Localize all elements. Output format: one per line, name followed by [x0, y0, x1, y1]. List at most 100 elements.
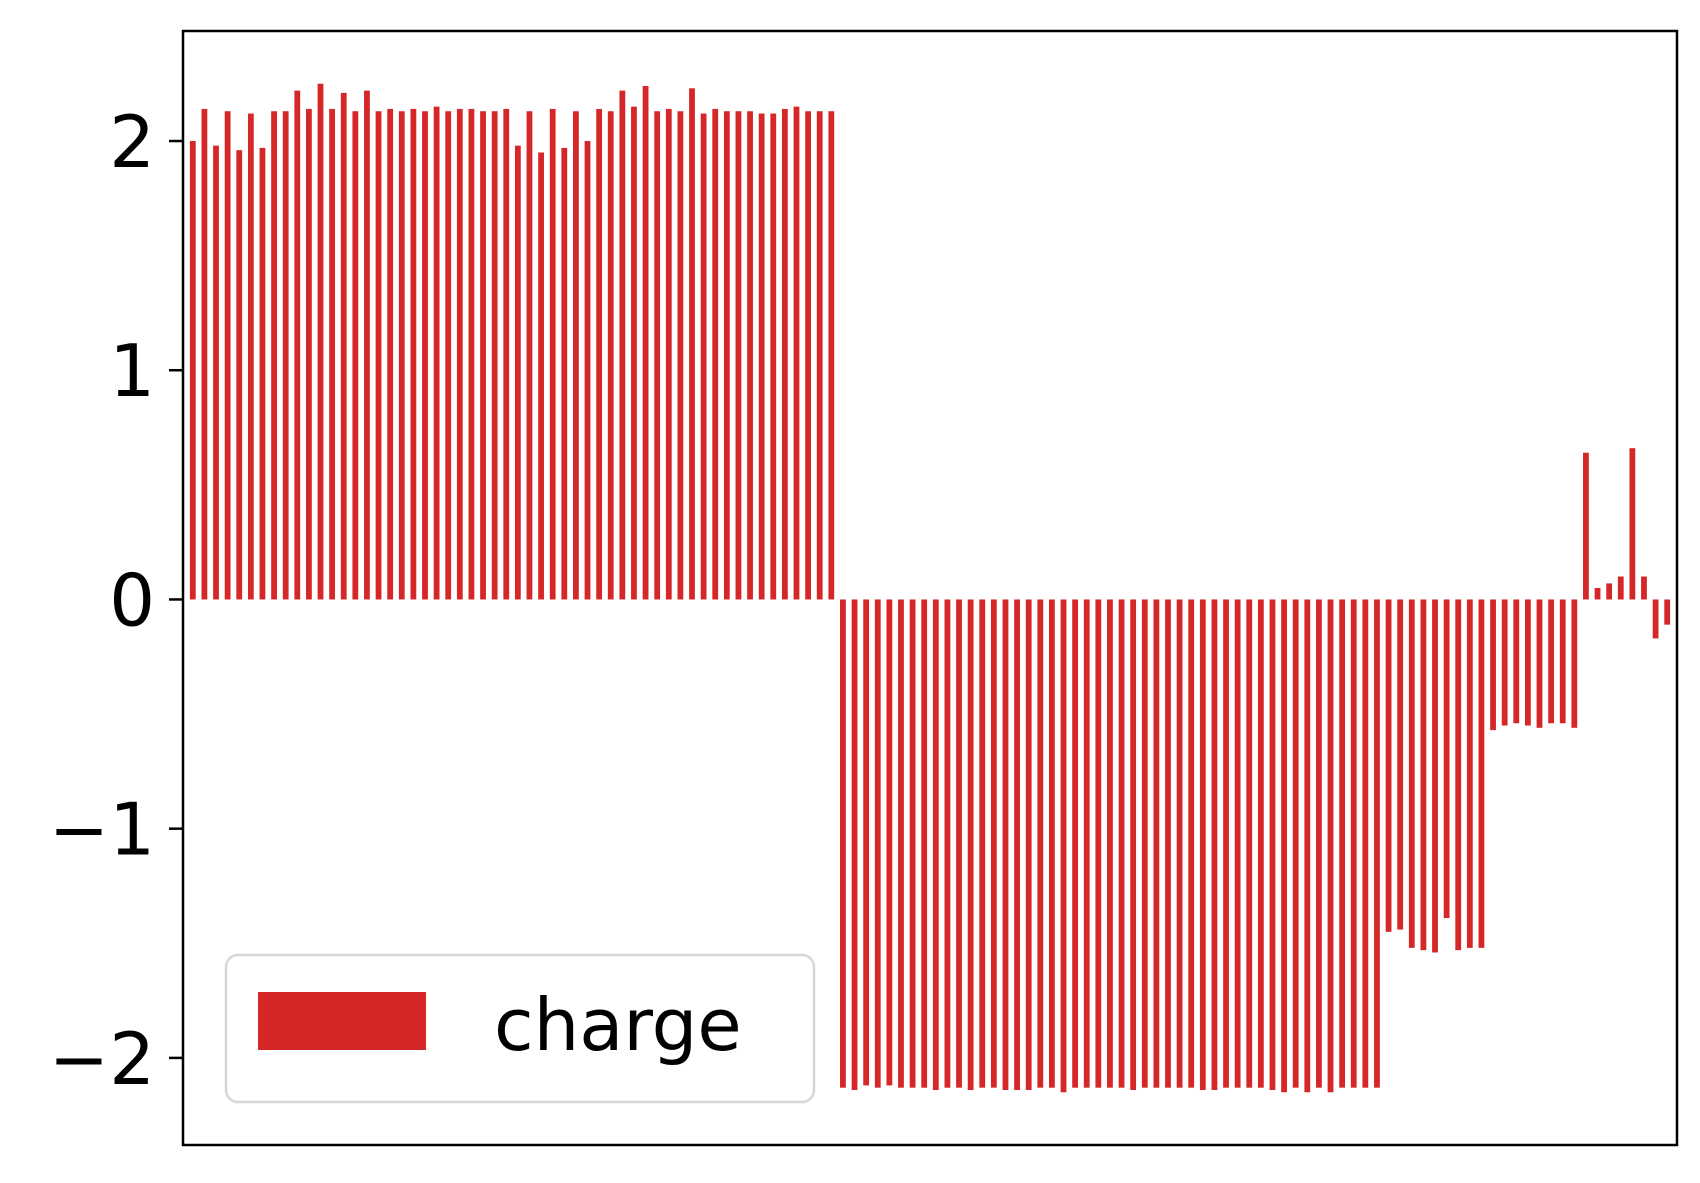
bar — [422, 111, 428, 600]
bar — [445, 111, 452, 600]
bar — [1002, 599, 1009, 1090]
bar — [781, 108, 788, 600]
bar — [352, 111, 359, 600]
bar — [514, 145, 521, 600]
bar — [677, 111, 684, 600]
bar — [1223, 599, 1229, 1088]
bar — [886, 599, 893, 1086]
bar — [851, 599, 858, 1090]
bar — [329, 108, 336, 600]
bar — [607, 111, 614, 600]
bar — [247, 113, 254, 600]
bar — [340, 92, 347, 600]
bar — [909, 599, 916, 1088]
bar — [1606, 583, 1613, 600]
bar — [1536, 599, 1543, 728]
bar — [805, 111, 811, 600]
bar — [1501, 599, 1508, 726]
bar — [979, 599, 986, 1088]
bar — [1617, 576, 1624, 600]
bar — [1350, 599, 1357, 1088]
bar — [1478, 599, 1485, 948]
bar — [1037, 599, 1044, 1088]
bar — [1362, 599, 1369, 1088]
bar — [758, 113, 765, 600]
bar — [828, 111, 835, 600]
bar — [1025, 599, 1032, 1090]
bar — [364, 90, 370, 600]
bar — [480, 111, 486, 600]
bar — [282, 111, 289, 600]
bar — [236, 150, 243, 600]
bar — [921, 599, 928, 1088]
bar — [956, 599, 962, 1088]
bar — [433, 106, 440, 600]
bar — [1153, 599, 1160, 1088]
y-tick-label: 2 — [109, 100, 155, 184]
bar — [1083, 599, 1090, 1088]
bar — [1107, 599, 1113, 1088]
bar — [665, 108, 672, 600]
bar — [410, 108, 417, 600]
bar — [1211, 599, 1218, 1090]
bar — [932, 599, 939, 1090]
bar — [944, 599, 951, 1088]
bar — [1408, 599, 1415, 948]
bar — [1594, 588, 1601, 600]
bar — [712, 108, 719, 600]
bar — [1014, 599, 1020, 1090]
bar — [1339, 599, 1346, 1088]
bar — [1257, 599, 1264, 1088]
bar — [1513, 599, 1520, 724]
bar — [398, 111, 405, 600]
bar — [549, 108, 556, 600]
y-tick-label: −1 — [49, 788, 155, 872]
bar — [723, 111, 730, 600]
bar — [375, 111, 382, 600]
y-tick-label: 0 — [109, 558, 155, 642]
bar — [1246, 599, 1253, 1088]
bar — [1629, 448, 1636, 600]
bar — [1292, 599, 1299, 1088]
bar — [700, 113, 707, 600]
bar — [1269, 599, 1276, 1090]
bar — [1327, 599, 1334, 1093]
bar — [584, 141, 591, 600]
bar — [491, 111, 498, 600]
bar — [294, 90, 301, 600]
bar — [387, 108, 394, 600]
bar — [770, 113, 777, 600]
bar — [840, 599, 846, 1088]
bar — [1072, 599, 1079, 1088]
bar — [1432, 599, 1438, 953]
bar — [642, 86, 649, 600]
bar — [526, 111, 533, 600]
bar — [201, 108, 208, 600]
bar — [1443, 599, 1450, 919]
bar — [1583, 452, 1589, 600]
legend-label-charge: charge — [494, 983, 742, 1067]
bar — [1176, 599, 1183, 1088]
bar — [1374, 599, 1380, 1088]
bar — [456, 108, 463, 600]
bar — [1420, 599, 1427, 951]
bar — [1060, 599, 1067, 1093]
legend-swatch-charge — [258, 992, 426, 1050]
bar — [596, 108, 603, 600]
bar — [189, 141, 196, 600]
bar — [874, 599, 881, 1088]
bar — [1641, 576, 1647, 600]
legend: charge — [224, 953, 816, 1104]
bar — [1664, 599, 1671, 625]
bar — [1130, 599, 1137, 1090]
bar — [1141, 599, 1148, 1088]
bar — [619, 90, 626, 600]
bar — [793, 106, 800, 600]
bar — [224, 111, 231, 600]
y-tick-label: −2 — [49, 1017, 155, 1101]
bar — [1397, 599, 1404, 930]
bar — [990, 599, 997, 1088]
bar-series-charge — [189, 83, 1671, 1093]
y-tick-label: 1 — [109, 329, 155, 413]
